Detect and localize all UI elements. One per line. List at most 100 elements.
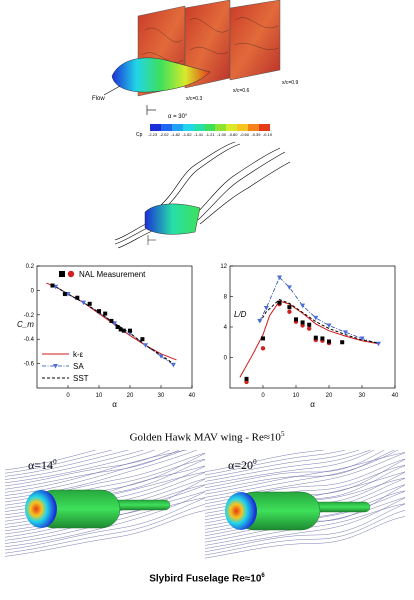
nal-circle-marker	[287, 309, 292, 314]
sa-line	[55, 286, 174, 366]
streamline	[205, 450, 385, 488]
nal-circle-marker	[260, 346, 266, 351]
fuselage-streamlines-20	[205, 450, 405, 559]
colorbar-label: Cp	[136, 132, 143, 138]
legend-circle-marker	[67, 270, 75, 278]
streamline	[5, 491, 205, 547]
x-tick-label: 20	[127, 393, 134, 399]
sa-marker	[300, 303, 306, 309]
nal-square-marker	[294, 317, 298, 322]
nal-marker	[128, 328, 132, 333]
y-tick-label: 0.2	[26, 264, 35, 270]
colorbar-swatch	[171, 124, 183, 131]
x-tick-label: 30	[158, 393, 165, 399]
x-tick-label: 40	[189, 393, 196, 399]
alpha-label: α = 30°	[168, 114, 188, 120]
fuselage-nose	[25, 490, 57, 528]
colorbar-tick: -1.82	[170, 132, 181, 137]
nal-marker	[87, 301, 92, 306]
y-tick-label: -0.6	[24, 362, 35, 368]
legend-sa: SA	[73, 362, 84, 371]
streamline	[5, 450, 145, 480]
y-tick-label: 0	[31, 288, 35, 294]
sa-marker	[376, 341, 381, 347]
legend-square-marker	[59, 271, 65, 277]
colorbar-tick: -0.60	[239, 132, 249, 137]
streamline	[205, 450, 372, 482]
y-axis-label: C_m	[17, 320, 34, 329]
nal-marker	[103, 311, 108, 316]
nal-marker	[62, 292, 67, 297]
y-tick-label: -0.4	[24, 337, 35, 343]
colorbar-swatch	[193, 124, 205, 131]
fuselage-streamlines-14	[5, 450, 205, 557]
y-tick-label: 0	[224, 356, 228, 362]
streamline	[205, 503, 405, 552]
streamline	[5, 510, 205, 557]
sa-marker	[277, 275, 282, 280]
flow-label: Flow	[92, 96, 105, 102]
nal-marker	[115, 325, 120, 329]
wing-surface	[111, 57, 211, 93]
streamline	[5, 450, 188, 493]
streamline	[205, 516, 405, 559]
sa-marker	[313, 315, 319, 321]
streamline-figure	[114, 141, 291, 249]
x-tick-label: 20	[326, 393, 333, 399]
nal-marker	[140, 337, 145, 342]
colorbar-tick: -1.21	[205, 132, 215, 137]
colorbar-swatch	[237, 124, 249, 131]
sa-marker	[326, 323, 332, 328]
streamline	[205, 452, 405, 495]
nal-square-marker	[261, 336, 265, 341]
colorbar-tick: -1.41	[193, 132, 204, 137]
streamline	[5, 497, 205, 551]
colorbar-tick: -0.80	[228, 132, 238, 137]
plot-frame	[229, 265, 396, 389]
nal-marker	[109, 318, 114, 323]
nal-marker	[50, 283, 55, 288]
x-tick-label: 10	[96, 393, 103, 399]
axis-triad-icon	[147, 235, 156, 245]
legend-sa-marker	[53, 364, 58, 369]
legend-sst: SST	[73, 374, 89, 383]
plane-label-1: x/c=0.3	[186, 96, 202, 102]
colorbar-swatch	[215, 124, 227, 131]
colorbar-swatch	[248, 124, 260, 131]
x-tick-label: 0	[66, 393, 70, 399]
nal-square-marker	[313, 335, 318, 340]
streamline	[5, 450, 97, 471]
y-tick-label: 4	[224, 325, 228, 331]
legend-ke: k-ε	[73, 350, 84, 359]
nal-marker	[118, 327, 123, 332]
fuselage-alpha-label-2: α=200	[228, 458, 257, 472]
sa-line	[259, 276, 379, 345]
streamline	[205, 450, 346, 476]
colorbar-swatch	[150, 124, 161, 131]
colorbar-swatch	[204, 124, 216, 131]
nal-marker	[97, 309, 101, 314]
nal-square-marker	[307, 322, 312, 327]
streamline	[205, 497, 405, 549]
sa-marker	[81, 300, 86, 306]
streamline	[5, 450, 130, 477]
sa-marker	[343, 330, 348, 335]
y-tick-label: 8	[224, 295, 228, 301]
streamline	[205, 510, 405, 556]
nal-square-marker	[287, 305, 292, 310]
legend-nal: NAL Measurement	[79, 270, 146, 279]
nal-marker	[121, 328, 126, 333]
streamline	[205, 450, 399, 498]
x-axis-label: α	[310, 400, 315, 409]
streamline	[5, 450, 156, 483]
nal-circle-marker	[307, 326, 312, 331]
sa-marker	[263, 305, 269, 311]
nal-square-marker	[327, 339, 331, 344]
nal-square-marker	[300, 320, 305, 325]
section-plane-3	[229, 0, 281, 81]
colorbar-tick: -1.00	[216, 132, 227, 137]
streamline	[5, 450, 113, 474]
y-tick-label: 12	[220, 264, 227, 270]
x-tick-label: 30	[359, 393, 366, 399]
